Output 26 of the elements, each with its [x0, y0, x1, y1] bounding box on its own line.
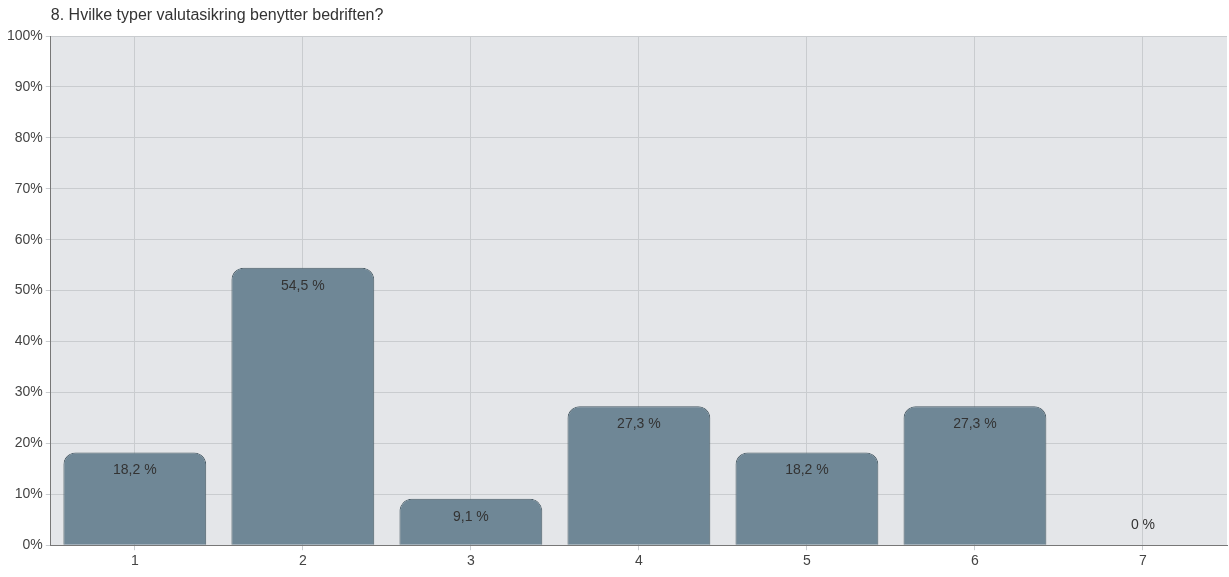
- x-tick-label: 4: [635, 552, 643, 569]
- x-tick-label: 2: [298, 552, 307, 569]
- data-label: 0 %: [1130, 516, 1156, 533]
- data-label: 18,2 %: [785, 461, 829, 478]
- x-tick-label: 3: [466, 552, 475, 569]
- data-label: 27,3 %: [953, 415, 997, 432]
- y-tick-label: 40%: [14, 332, 43, 349]
- y-tick-label: 0%: [22, 536, 43, 553]
- data-label: 54,5 %: [281, 276, 325, 293]
- x-tick-label: 5: [803, 552, 812, 569]
- y-tick-label: 60%: [14, 230, 43, 247]
- data-label: 18,2 %: [113, 461, 157, 478]
- data-label: 9,1 %: [452, 507, 489, 524]
- y-tick-label: 50%: [14, 281, 43, 298]
- y-tick-label: 80%: [14, 128, 43, 145]
- data-label: 27,3 %: [617, 415, 661, 432]
- y-tick-label: 70%: [14, 179, 43, 196]
- chart-title: 8. Hvilke typer valutasikring benytter bedriften?: [50, 6, 384, 24]
- x-tick-label: 7: [1139, 552, 1148, 569]
- y-tick-label: 10%: [14, 485, 43, 502]
- y-tick-label: 30%: [14, 383, 43, 400]
- y-tick-label: 20%: [14, 434, 43, 451]
- x-tick-label: 1: [130, 552, 139, 569]
- y-tick-label: 90%: [14, 77, 43, 94]
- x-tick-label: 6: [971, 552, 980, 569]
- y-tick-label: 100%: [6, 26, 43, 43]
